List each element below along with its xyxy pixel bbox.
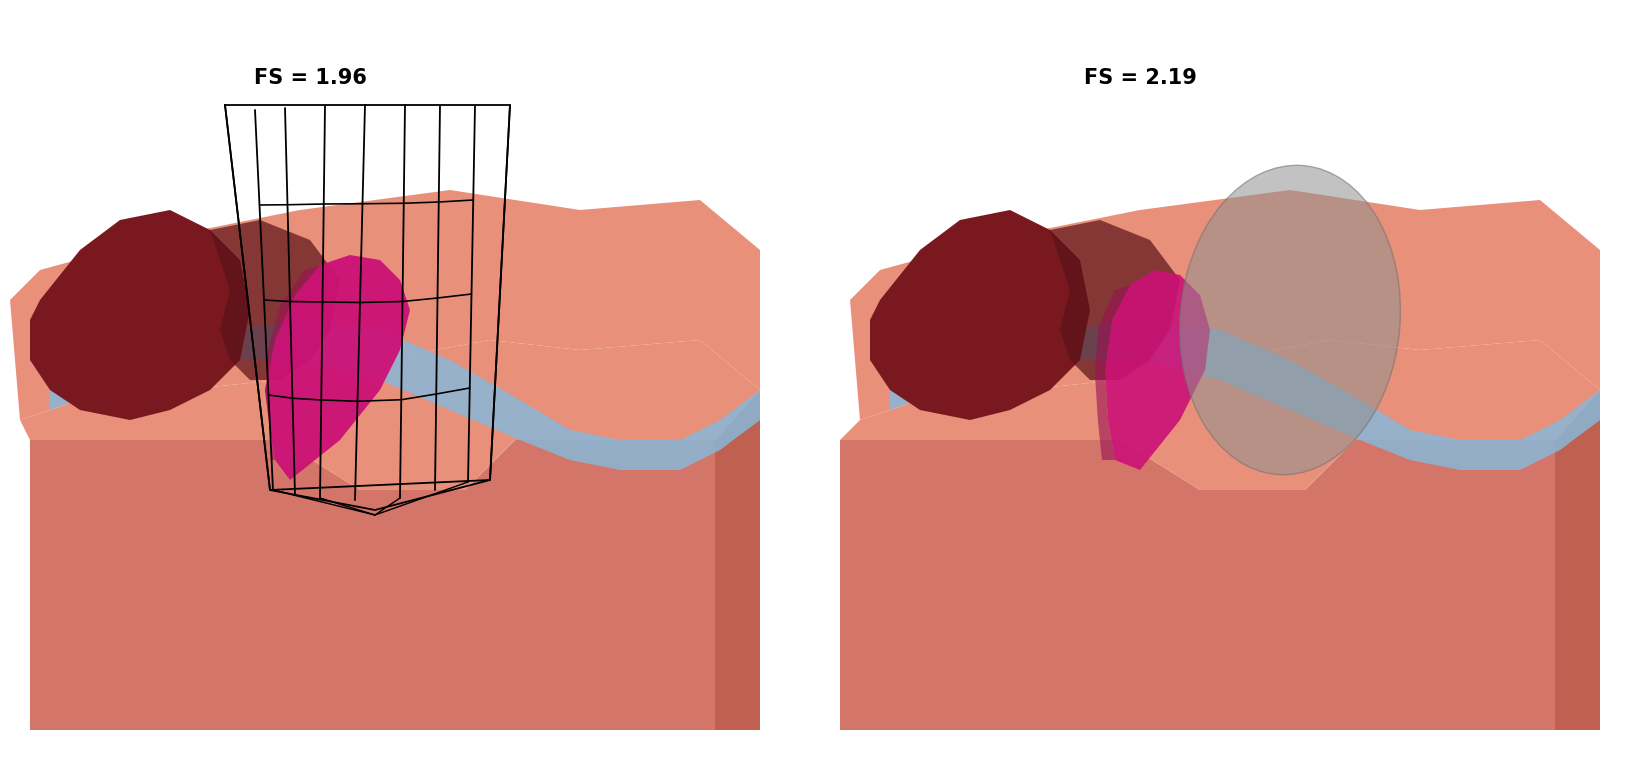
Polygon shape <box>264 255 410 480</box>
Polygon shape <box>211 220 339 380</box>
Polygon shape <box>20 340 761 490</box>
Polygon shape <box>51 320 761 470</box>
Polygon shape <box>10 190 761 420</box>
Polygon shape <box>29 440 715 730</box>
Text: FS = 1.96: FS = 1.96 <box>253 68 367 88</box>
Polygon shape <box>1555 390 1599 730</box>
Polygon shape <box>1105 270 1209 470</box>
Polygon shape <box>840 340 1599 490</box>
Polygon shape <box>850 190 1599 420</box>
Polygon shape <box>870 210 1090 420</box>
Polygon shape <box>1049 220 1180 380</box>
Text: FS = 2.19: FS = 2.19 <box>1084 68 1196 88</box>
Polygon shape <box>1095 285 1129 460</box>
Polygon shape <box>840 440 1555 730</box>
Polygon shape <box>889 320 1599 470</box>
Polygon shape <box>264 265 320 460</box>
Ellipse shape <box>1180 166 1400 475</box>
Polygon shape <box>29 210 250 420</box>
Polygon shape <box>715 390 761 730</box>
